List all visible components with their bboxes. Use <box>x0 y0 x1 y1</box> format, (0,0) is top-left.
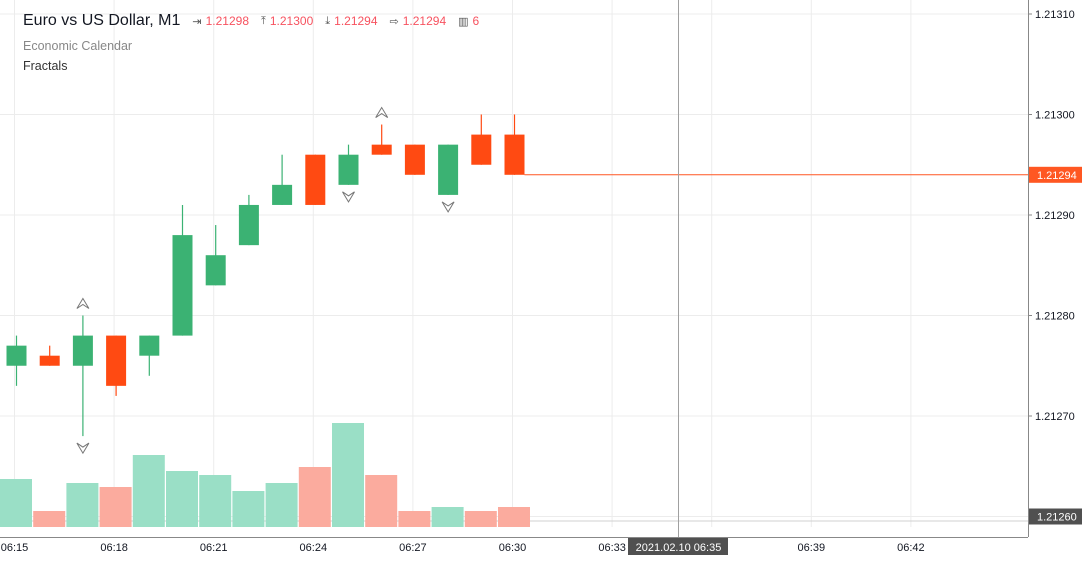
low-icon: ⤓ <box>325 14 331 27</box>
candle-body <box>371 144 392 155</box>
volume-bar <box>431 507 464 527</box>
volume-bar <box>33 511 66 527</box>
price-tick-label: 1.21270 <box>1035 411 1075 423</box>
volume-bars <box>0 423 530 527</box>
price-tick-label: 1.21300 <box>1035 110 1075 122</box>
time-tick-label: 06:39 <box>798 542 826 554</box>
high-value: 1.21300 <box>269 14 314 28</box>
last-price-label: 1.21294 <box>1037 170 1077 182</box>
crosshair-time-tag <box>628 538 728 555</box>
ohlc-low: ⤓ 1.21294 <box>325 14 377 28</box>
low-value: 1.21294 <box>334 14 378 28</box>
candle-body <box>404 144 425 175</box>
volume-bar <box>66 483 99 527</box>
candle-body <box>272 184 293 205</box>
price-tick-label: 1.21260 <box>1037 512 1077 524</box>
candle-body <box>438 144 459 195</box>
volume-bar <box>265 483 298 527</box>
price-axis-bg <box>1028 0 1082 562</box>
price-tick-label: 1.21310 <box>1035 9 1075 21</box>
candle-body <box>172 235 193 336</box>
fractal-down-marker <box>342 191 355 203</box>
time-tick-label: 06:15 <box>1 542 29 554</box>
time-tick-label: 06:33 <box>598 542 626 554</box>
volume-bar <box>332 423 364 527</box>
volume-bar <box>0 479 32 527</box>
ohlc-close: ⇨ 1.21294 <box>390 14 447 28</box>
fractal-up-marker <box>76 297 90 309</box>
candle-body <box>504 134 525 175</box>
fractal-markers <box>76 106 455 455</box>
volume-bar <box>398 511 431 527</box>
ohlc-volume: ▥ 6 <box>458 14 479 28</box>
open-value: 1.21298 <box>205 14 249 28</box>
candle-body <box>72 335 93 366</box>
volume-bar <box>199 475 232 527</box>
chart-grid <box>0 0 1028 527</box>
indicator-fractals[interactable]: Fractals <box>23 59 68 73</box>
price-tick-label: 1.21280 <box>1035 311 1075 323</box>
time-tick-label: 06:18 <box>100 542 128 554</box>
time-axis: 06:1506:1806:2106:2406:2706:3006:3306:36… <box>0 537 1028 555</box>
time-tick-label: 06:24 <box>300 542 328 554</box>
time-tick-label: 06:21 <box>200 542 228 554</box>
last-price-tag <box>1029 166 1082 183</box>
time-tick-label: 06:42 <box>897 542 925 554</box>
fractal-down-marker <box>441 201 455 213</box>
volume-bar <box>298 467 331 527</box>
price-axis: 1.21260 1.21270 1.21280 1.21290 1.21300 1.213… <box>1028 0 1082 562</box>
candle-body <box>6 345 27 366</box>
volume-bar <box>464 511 497 527</box>
symbol-title: Euro vs US Dollar, M1 <box>23 12 181 29</box>
volume-bar <box>99 487 132 527</box>
candle-body <box>238 204 259 246</box>
volume-bar <box>498 507 530 527</box>
volume-value: 6 <box>472 14 480 28</box>
crosshair-time-label: 2021.02.10 06:35 <box>636 542 722 554</box>
candle-body <box>305 154 326 205</box>
time-tick-label: 06:30 <box>499 542 527 554</box>
high-icon: ⤒ <box>261 14 266 27</box>
volume-bar <box>132 455 165 527</box>
candlesticks <box>6 114 525 437</box>
candle-body <box>39 355 60 366</box>
price-axis-bottom-tag <box>1029 508 1082 525</box>
ohlc-high: ⤒ 1.21300 <box>261 14 313 28</box>
candle-body <box>205 255 226 286</box>
volume-icon: ▥ <box>458 15 469 28</box>
fractal-up-marker <box>375 106 389 118</box>
volume-bar <box>365 475 398 527</box>
price-tick-label: 1.21290 <box>1035 210 1075 222</box>
candle-body <box>106 335 127 386</box>
open-icon: ⇥ <box>192 15 202 28</box>
close-value: 1.21294 <box>402 14 447 28</box>
ohlc-open: ⇥ 1.21298 <box>192 14 249 28</box>
candle-body <box>338 154 359 185</box>
candle-body <box>471 134 492 165</box>
fractal-down-marker <box>76 442 90 455</box>
chart-legend: Euro vs US Dollar, M1 ⇥ 1.21298 ⤒ 1.2130… <box>23 10 479 76</box>
indicator-economic-calendar[interactable]: Economic Calendar <box>23 39 133 53</box>
close-icon: ⇨ <box>389 15 399 28</box>
volume-bar <box>166 471 198 527</box>
volume-bar <box>232 491 265 527</box>
candle-body <box>139 335 160 356</box>
time-tick-label: 06:27 <box>399 542 427 554</box>
